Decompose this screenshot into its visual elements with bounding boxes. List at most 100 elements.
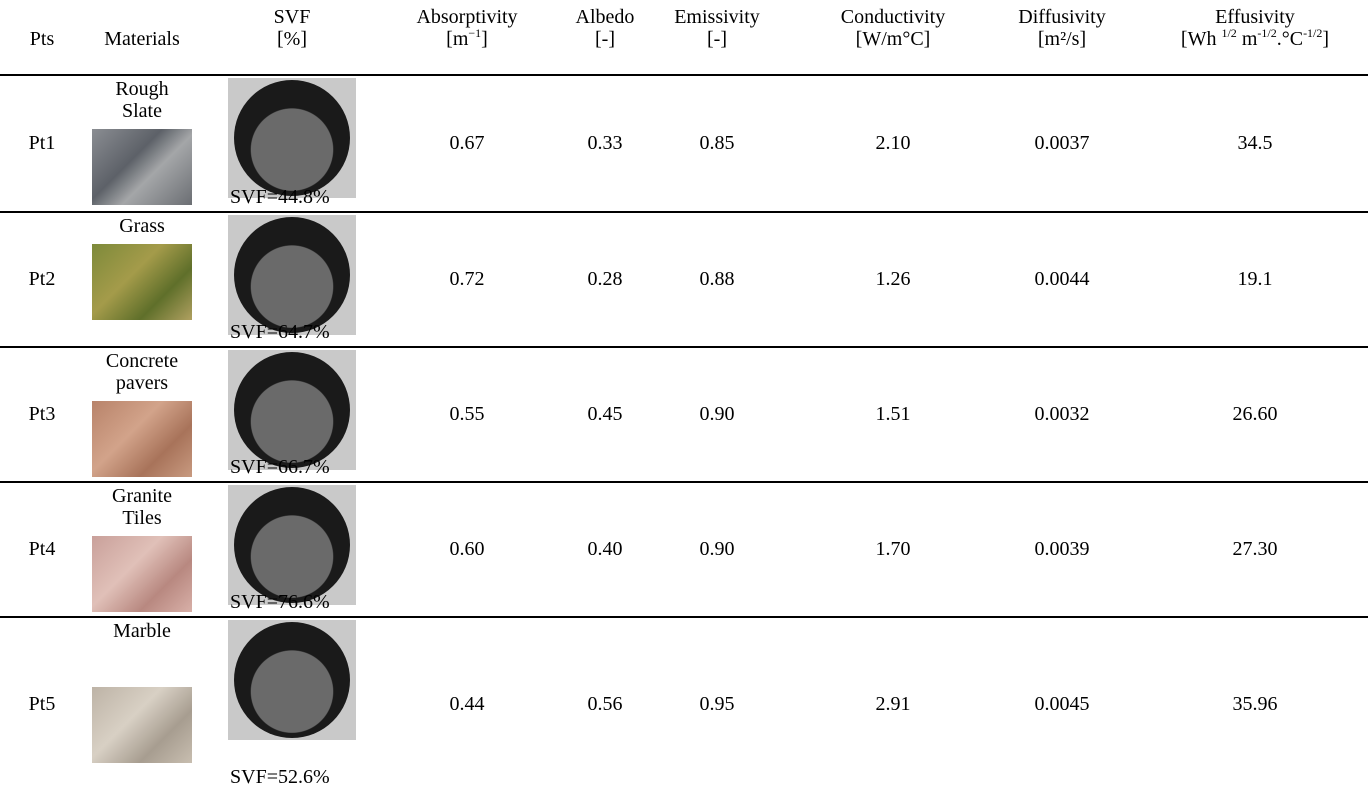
fisheye-disc xyxy=(234,352,350,468)
header-cell: Emissivity [-] xyxy=(567,6,867,50)
value-cell: 0.0037 xyxy=(1034,131,1090,154)
unit-text: [-] xyxy=(707,28,727,50)
unit-text: [W/m°C] xyxy=(855,28,931,50)
svf-label: SVF=66.7% xyxy=(230,456,330,478)
value-cell: 0.90 xyxy=(699,537,735,560)
header-cell: Materials xyxy=(0,28,292,50)
material-name: Concrete pavers xyxy=(105,350,179,394)
header-unit: [Wh 1/2 m-1/2.°C-1/2] xyxy=(1105,26,1368,50)
value-cell: 0.40 xyxy=(587,537,623,560)
svf-label: SVF=44.8% xyxy=(230,186,330,208)
value-cell: 1.51 xyxy=(875,402,911,425)
value-cell: 0.45 xyxy=(587,402,623,425)
header-cell: Diffusivity [m²/s] xyxy=(912,6,1212,50)
row-rule xyxy=(0,616,1368,618)
value-cell: 0.95 xyxy=(699,692,735,715)
value-cell: 0.56 xyxy=(587,692,623,715)
unit-superscript: -1/2 xyxy=(1303,26,1323,40)
pt-label: Pt4 xyxy=(28,537,56,560)
header-unit: [-] xyxy=(567,28,867,50)
header-title: Diffusivity xyxy=(1018,6,1106,28)
unit-text: [-] xyxy=(595,28,615,50)
header-title: Emissivity xyxy=(674,6,760,28)
material-texture xyxy=(92,687,192,763)
header-cell: Albedo [-] xyxy=(455,6,755,50)
header-unit: [-] xyxy=(455,28,755,50)
value-cell: 0.60 xyxy=(449,537,485,560)
value-cell: 0.0032 xyxy=(1034,402,1090,425)
svf-fisheye xyxy=(228,620,356,740)
material-texture xyxy=(92,129,192,205)
unit-text: [%] xyxy=(277,28,307,50)
header-title: Effusivity xyxy=(1215,6,1295,28)
material-name: Granite Tiles xyxy=(112,485,172,529)
header-unit: [W/m°C] xyxy=(743,28,1043,50)
value-cell: 34.5 xyxy=(1237,131,1273,154)
header-unit: [%] xyxy=(142,28,442,50)
header-unit: [m−1] xyxy=(317,27,617,50)
header-cell: SVF [%] xyxy=(142,6,442,50)
value-cell: 0.55 xyxy=(449,402,485,425)
value-cell: 1.26 xyxy=(875,267,911,290)
svf-label: SVF=76.6% xyxy=(230,591,330,613)
unit-superscript: -1/2 xyxy=(1257,26,1277,40)
unit-text: [Wh xyxy=(1180,28,1222,50)
material-name: Grass xyxy=(119,215,165,237)
material-name: Marble xyxy=(113,620,171,642)
header-cell: Effusivity [Wh 1/2 m-1/2.°C-1/2] xyxy=(1105,6,1368,50)
value-cell: 0.88 xyxy=(699,267,735,290)
row-rule xyxy=(0,346,1368,348)
value-cell: 0.85 xyxy=(699,131,735,154)
row-rule xyxy=(0,74,1368,76)
value-cell: 0.0045 xyxy=(1034,692,1090,715)
value-cell: 0.90 xyxy=(699,402,735,425)
svf-fisheye xyxy=(228,215,356,335)
row-rule xyxy=(0,211,1368,213)
material-texture xyxy=(92,244,192,320)
pt-label: Pt3 xyxy=(28,402,56,425)
value-cell: 0.67 xyxy=(449,131,485,154)
svf-label: SVF=64.7% xyxy=(230,321,330,343)
header-cell: Absorptivity [m−1] xyxy=(317,6,617,50)
pt-label: Pt5 xyxy=(28,692,56,715)
header-title: Albedo xyxy=(575,6,635,28)
svf-fisheye xyxy=(228,78,356,198)
value-cell: 2.91 xyxy=(875,692,911,715)
unit-text: [m xyxy=(446,28,469,50)
value-cell: 0.44 xyxy=(449,692,485,715)
svf-fisheye xyxy=(228,350,356,470)
header-title: Conductivity xyxy=(840,6,946,28)
value-cell: 0.0039 xyxy=(1034,537,1090,560)
header-title: Absorptivity xyxy=(416,6,518,28)
fisheye-disc xyxy=(234,487,350,603)
header-title: Pts xyxy=(29,28,55,50)
fisheye-disc xyxy=(234,217,350,333)
value-cell: 0.72 xyxy=(449,267,485,290)
value-cell: 35.96 xyxy=(1232,692,1278,715)
material-texture xyxy=(92,401,192,477)
fisheye-disc xyxy=(234,622,350,738)
unit-text: m xyxy=(1236,28,1258,50)
pt-label: Pt1 xyxy=(28,131,56,154)
material-name: Rough Slate xyxy=(115,78,169,122)
value-cell: 0.33 xyxy=(587,131,623,154)
material-texture xyxy=(92,536,192,612)
value-cell: 1.70 xyxy=(875,537,911,560)
unit-text: .°C xyxy=(1276,28,1304,50)
value-cell: 0.0044 xyxy=(1034,267,1090,290)
value-cell: 19.1 xyxy=(1237,267,1273,290)
pt-label: Pt2 xyxy=(28,267,56,290)
svf-fisheye xyxy=(228,485,356,605)
unit-superscript: 1/2 xyxy=(1221,26,1237,40)
header-title: Materials xyxy=(104,28,180,50)
fisheye-disc xyxy=(234,80,350,196)
header-unit: [m²/s] xyxy=(912,28,1212,50)
unit-text: [m²/s] xyxy=(1037,28,1087,50)
value-cell: 27.30 xyxy=(1232,537,1278,560)
header-title: SVF xyxy=(273,6,311,28)
unit-text: ] xyxy=(481,28,488,50)
value-cell: 2.10 xyxy=(875,131,911,154)
